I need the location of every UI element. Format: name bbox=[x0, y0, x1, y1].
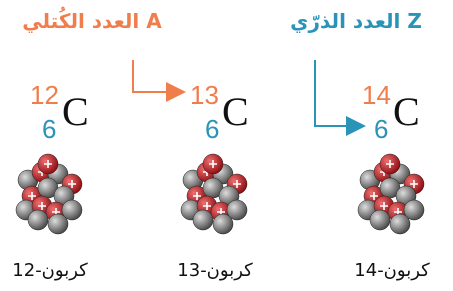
isotope-name: كربون-13 bbox=[177, 260, 253, 281]
page: {"labels": {"mass_number": "العدد الكُتل… bbox=[0, 0, 453, 291]
neutron bbox=[48, 214, 68, 234]
diagram: العدد الكُتلي A العدد الذرّي Z 126Cكربون… bbox=[0, 0, 453, 291]
nucleus bbox=[358, 154, 424, 234]
neutron bbox=[213, 214, 233, 234]
atomic-arrow bbox=[315, 60, 362, 126]
mass-arrow bbox=[133, 60, 182, 92]
atomic-number: 6 bbox=[205, 114, 219, 144]
neutron bbox=[390, 214, 410, 234]
atomic-number: 6 bbox=[42, 114, 56, 144]
nucleus bbox=[181, 154, 247, 234]
body: العدد الكُتلي A العدد الذرّي Z 126Cكربون… bbox=[0, 0, 453, 291]
isotope-name: كربون-12 bbox=[12, 260, 88, 281]
neutron bbox=[370, 210, 390, 230]
mass-number-label: العدد الكُتلي A bbox=[22, 7, 162, 34]
element-symbol: C bbox=[222, 89, 249, 134]
neutron bbox=[193, 210, 213, 230]
mass-number: 13 bbox=[190, 80, 219, 110]
mass-number: 14 bbox=[362, 80, 391, 110]
mass-number: 12 bbox=[30, 80, 59, 110]
neutron bbox=[28, 210, 48, 230]
element-symbol: C bbox=[393, 89, 420, 134]
nucleus bbox=[16, 154, 82, 234]
atomic-number: 6 bbox=[374, 114, 388, 144]
element-symbol: C bbox=[62, 89, 89, 134]
atomic-number-label: العدد الذرّي Z bbox=[290, 9, 422, 34]
isotope-name: كربون-14 bbox=[354, 260, 430, 281]
